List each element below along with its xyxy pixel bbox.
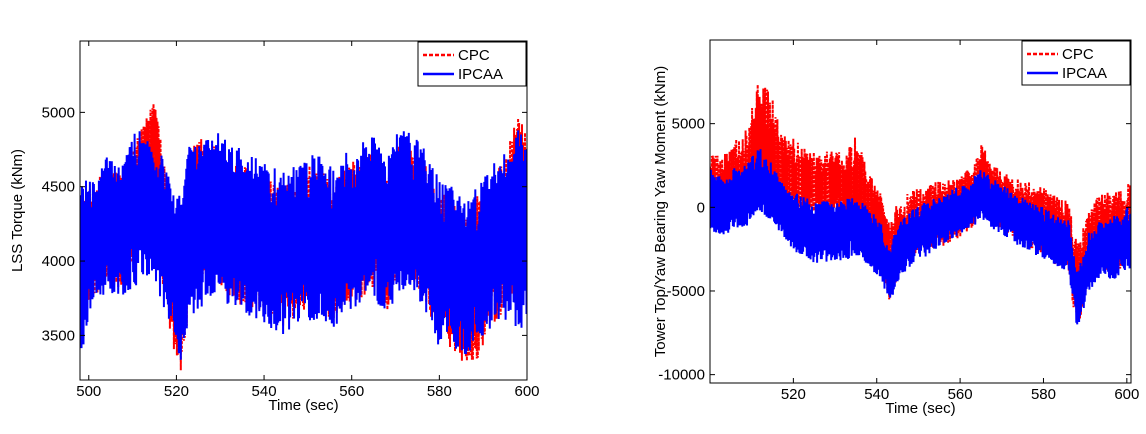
plot-area (80, 103, 527, 371)
series-line-ipcaa (710, 149, 1131, 325)
chart-2: 520 540 560 580 600 -10000 -5000 0 5000 Time (sec… (652, 39, 1139, 417)
legend-label-cpc: CPC (1062, 46, 1094, 63)
legend-label-ipcaa: IPCAA (458, 66, 503, 83)
y-tick-label: 5000 (672, 116, 705, 133)
x-tick-label: 600 (1114, 386, 1139, 403)
chart-1: 500 520 540 560 580 600 3500 4000 4500 5000 Time (… (9, 40, 540, 414)
x-tick-label: 560 (339, 383, 364, 400)
series-line-cpc (710, 84, 1131, 322)
y-tick-label: -5000 (667, 283, 705, 300)
x-axis-label: Time (sec) (885, 400, 955, 417)
x-tick-label: 520 (164, 383, 189, 400)
x-tick-label: 580 (427, 383, 452, 400)
legend-box (417, 41, 527, 87)
y-tick-label: 0 (697, 199, 705, 216)
plot-area (710, 84, 1131, 325)
legend-box (1021, 40, 1131, 86)
y-axis-label: LSS Torque (kNm) (9, 149, 26, 272)
legend-label-cpc: CPC (458, 47, 490, 64)
x-tick-label: 520 (781, 386, 806, 403)
plot-frame (709, 39, 1132, 384)
series-line-ipcaa (80, 130, 527, 360)
x-tick-label: 540 (864, 386, 889, 403)
x-tick-label: 560 (948, 386, 973, 403)
y-tick-label: 5000 (42, 104, 75, 121)
x-tick-label: 500 (76, 383, 101, 400)
y-tick-label: 3500 (42, 327, 75, 344)
x-tick-label: 580 (1031, 386, 1056, 403)
legend: CPC IPCAA (1021, 40, 1131, 86)
x-tick-label: 540 (252, 383, 277, 400)
legend-label-ipcaa: IPCAA (1062, 65, 1107, 82)
y-tick-label: 4000 (42, 253, 75, 270)
x-axis-label: Time (sec) (268, 397, 338, 414)
legend: CPC IPCAA (417, 41, 527, 87)
y-tick-label: 4500 (42, 179, 75, 196)
plot-frame (79, 40, 528, 381)
y-axis-label: Tower Top/Yaw Bearing Yaw Moment (kNm) (652, 66, 669, 358)
y-tick-label: -10000 (658, 367, 705, 384)
x-tick-label: 600 (514, 383, 539, 400)
